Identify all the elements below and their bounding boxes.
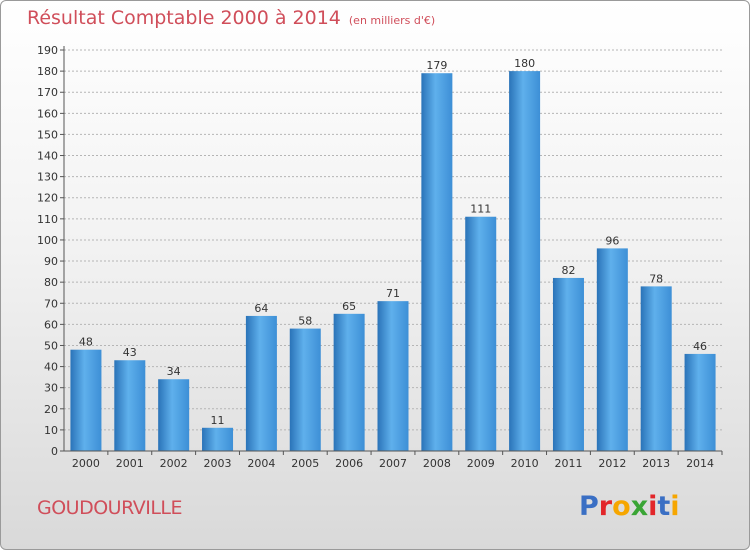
y-tick-label: 190	[37, 44, 58, 57]
y-tick-label: 20	[44, 403, 58, 416]
y-tick-label: 130	[37, 171, 58, 184]
bar-2013	[640, 286, 672, 451]
x-tick-label: 2002	[160, 457, 188, 470]
logo-letter: t	[657, 491, 671, 522]
y-tick-label: 50	[44, 339, 58, 352]
y-tick-label: 170	[37, 86, 58, 99]
proxiti-logo: Proxiti	[579, 491, 680, 522]
y-tick-label: 180	[37, 65, 58, 78]
x-tick-label: 2003	[204, 457, 232, 470]
commune-name: GOUDOURVILLE	[37, 497, 183, 519]
y-tick-label: 30	[44, 382, 58, 395]
bar-2006	[333, 313, 365, 451]
x-tick-label: 2009	[467, 457, 495, 470]
data-label-2007: 71	[386, 287, 400, 300]
bar-2004	[245, 315, 277, 451]
x-tick-label: 2007	[379, 457, 407, 470]
data-label-2009: 111	[470, 203, 491, 216]
data-label-2004: 64	[254, 302, 268, 315]
data-label-2003: 11	[211, 414, 225, 427]
logo-letter: i	[648, 491, 658, 522]
bar-2012	[596, 248, 628, 451]
y-tick-label: 10	[44, 424, 58, 437]
y-tick-label: 40	[44, 361, 58, 374]
data-label-2014: 46	[693, 340, 707, 353]
x-tick-label: 2014	[686, 457, 714, 470]
logo-letter: x	[630, 491, 649, 522]
data-label-2000: 48	[79, 336, 93, 349]
bar-2007	[377, 301, 409, 451]
chart-subtitle: (en milliers d'€)	[348, 14, 436, 27]
x-tick-label: 2008	[423, 457, 451, 470]
y-tick-label: 120	[37, 192, 58, 205]
data-label-2013: 78	[649, 272, 663, 285]
data-label-2012: 96	[605, 234, 619, 247]
bar-2005	[289, 328, 321, 451]
axis-layer: 0 10 20 30 40 50 60 70 80 90 100 110 120 130 140 150 160…	[37, 44, 723, 470]
x-tick-label: 2006	[335, 457, 363, 470]
x-tick-label: 2001	[116, 457, 144, 470]
labels-layer: 48 43 34 11 64 58 65 71 179 111 180 82 96 78 46	[79, 57, 707, 427]
x-tick-label: 2013	[642, 457, 670, 470]
bars-layer	[70, 71, 716, 452]
y-tick-label: 100	[37, 234, 58, 247]
y-tick-label: 70	[44, 297, 58, 310]
data-label-2011: 82	[561, 264, 575, 277]
logo-letter: i	[670, 491, 680, 522]
x-tick-label: 2010	[511, 457, 539, 470]
bar-2002	[158, 379, 190, 451]
data-label-2001: 43	[123, 346, 137, 359]
y-tick-label: 140	[37, 150, 58, 163]
data-label-2005: 58	[298, 315, 312, 328]
y-tick-label: 0	[51, 445, 58, 458]
data-label-2010: 180	[514, 57, 535, 70]
x-tick-label: 2005	[291, 457, 319, 470]
bar-2011	[552, 277, 584, 451]
data-label-2006: 65	[342, 300, 356, 313]
x-tick-label: 2000	[72, 457, 100, 470]
bar-2003	[202, 427, 234, 451]
bar-2008	[421, 73, 453, 451]
bar-2009	[465, 216, 497, 451]
y-tick-label: 90	[44, 255, 58, 268]
y-tick-label: 80	[44, 276, 58, 289]
bar-2010	[509, 71, 541, 452]
data-label-2002: 34	[167, 365, 181, 378]
y-tick-label: 60	[44, 318, 58, 331]
data-label-2008: 179	[426, 59, 447, 72]
logo-letter: r	[598, 491, 613, 522]
y-tick-label: 110	[37, 213, 58, 226]
logo-letter: o	[612, 491, 631, 522]
chart-title: Résultat Comptable 2000 à 2014 (en millie…	[27, 7, 435, 29]
x-tick-label: 2011	[554, 457, 582, 470]
x-tick-label: 2004	[247, 457, 275, 470]
bar-2014	[684, 353, 716, 451]
bar-2001	[114, 360, 146, 451]
chart-title-text: Résultat Comptable 2000 à 2014	[27, 7, 341, 29]
bar-2000	[70, 349, 102, 451]
x-tick-label: 2012	[598, 457, 626, 470]
y-tick-label: 150	[37, 128, 58, 141]
y-tick-label: 160	[37, 107, 58, 120]
logo-letter: P	[579, 491, 599, 522]
